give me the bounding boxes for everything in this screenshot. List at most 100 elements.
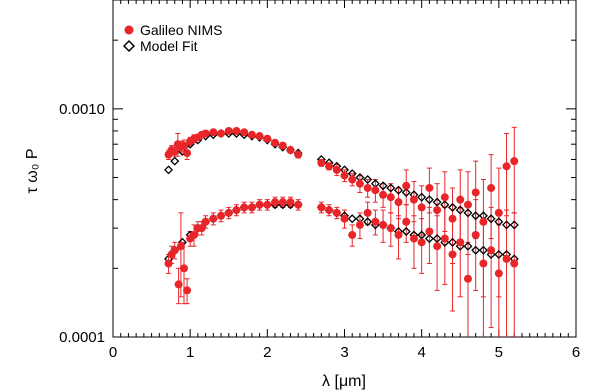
galileo-nims-point: [240, 128, 249, 137]
galileo-nims-point: [217, 211, 226, 220]
galileo-nims-point: [448, 214, 457, 223]
galileo-nims-point: [425, 183, 434, 192]
model-fit-point: [164, 165, 174, 175]
model-fit-point: [478, 245, 488, 255]
galileo-nims-point: [510, 157, 519, 166]
model-fit-point: [432, 234, 442, 244]
galileo-nims-point: [183, 286, 192, 295]
galileo-nims-point: [463, 274, 472, 283]
model-fit-point: [363, 217, 373, 227]
y-tick-label: 0.0001: [59, 329, 105, 346]
galileo-nims-point: [247, 203, 256, 212]
legend: Galileo NIMS Model Fit: [122, 22, 222, 54]
galileo-nims-point: [471, 188, 480, 197]
galileo-nims-point: [263, 134, 272, 143]
x-tick-label: 1: [186, 344, 194, 361]
galileo-nims-point: [494, 269, 503, 278]
galileo-nims-point: [348, 230, 357, 239]
galileo-nims-point: [286, 198, 295, 207]
galileo-nims-point: [433, 242, 442, 251]
model-fit-point: [170, 156, 180, 166]
galileo-nims-point: [224, 126, 233, 135]
y-axis-title: τ ω₀ P: [24, 148, 41, 193]
model-fit-point: [463, 241, 473, 251]
galileo-nims-point: [355, 179, 364, 188]
legend-label-galileo-nims: Galileo NIMS: [140, 22, 222, 38]
galileo-nims-point: [247, 130, 256, 139]
galileo-nims-point: [379, 220, 388, 229]
galileo-nims-point: [409, 195, 418, 204]
galileo-nims-point: [170, 147, 179, 156]
galileo-nims-point: [409, 234, 418, 243]
galileo-nims-point: [417, 238, 426, 247]
galileo-nims-point: [317, 158, 326, 167]
galileo-nims-point: [317, 203, 326, 212]
galileo-nims-point: [332, 208, 341, 217]
model-fit-point: [448, 237, 458, 247]
galileo-nims-point: [417, 203, 426, 212]
x-tick-label: 4: [417, 344, 425, 361]
galileo-nims-point: [479, 217, 488, 226]
galileo-nims-point: [425, 227, 434, 236]
galileo-nims-point: [371, 217, 380, 226]
model-fit-point: [393, 185, 404, 195]
galileo-nims-point: [255, 200, 264, 209]
galileo-nims-point: [240, 203, 249, 212]
galileo-nims-point: [363, 183, 372, 192]
galileo-nims-point: [224, 208, 233, 217]
galileo-nims-point: [456, 195, 465, 204]
model-fit-point: [417, 230, 427, 240]
x-axis-title: λ [μm]: [322, 373, 366, 390]
model-fit-point: [424, 195, 434, 205]
galileo-nims-point: [502, 254, 511, 263]
galileo-nims-point: [255, 132, 264, 141]
galileo-nims-point: [232, 126, 241, 135]
galileo-nims-points: [164, 126, 519, 295]
legend-marker-galileo-nims: [124, 25, 134, 35]
model-fit-point: [432, 197, 442, 207]
galileo-nims-point: [487, 246, 496, 255]
legend-marker-model-fit: [122, 39, 136, 53]
galileo-nims-point: [294, 200, 303, 209]
model-fit-point: [401, 187, 411, 197]
galileo-nims-point: [332, 165, 341, 174]
galileo-nims-point: [448, 250, 457, 259]
galileo-nims-point: [209, 214, 218, 223]
model-fit-point: [455, 205, 465, 215]
galileo-nims-point: [176, 242, 185, 251]
model-fit-point: [417, 192, 427, 202]
galileo-nims-point: [325, 162, 334, 171]
galileo-nims-point: [479, 259, 488, 268]
galileo-nims-point: [355, 220, 364, 229]
galileo-nims-point: [278, 198, 287, 207]
error-bars: [166, 126, 517, 337]
galileo-nims-point: [348, 175, 357, 184]
model-fit-point: [440, 200, 450, 210]
galileo-nims-point: [294, 150, 303, 159]
galileo-nims-point: [179, 141, 188, 150]
galileo-nims-point: [340, 214, 349, 223]
model-fit-point: [347, 214, 357, 224]
galileo-nims-point: [471, 230, 480, 239]
galileo-nims-point: [394, 198, 403, 207]
x-tick-label: 6: [572, 344, 580, 361]
galileo-nims-point: [271, 138, 280, 147]
x-tick-label: 5: [495, 344, 503, 361]
galileo-nims-point: [164, 259, 173, 268]
galileo-nims-point: [232, 206, 241, 215]
galileo-nims-point: [363, 208, 372, 217]
x-tick-label: 3: [340, 344, 348, 361]
galileo-nims-point: [502, 162, 511, 171]
minor-ticks: [113, 0, 576, 337]
model-fit-point: [509, 220, 519, 230]
galileo-nims-point: [179, 264, 188, 273]
x-tick-label: 0: [109, 344, 117, 361]
galileo-nims-point: [325, 206, 334, 215]
galileo-nims-point: [271, 198, 280, 207]
galileo-nims-point: [174, 280, 183, 289]
galileo-nims-point: [278, 141, 287, 150]
x-tick-label: 2: [263, 344, 271, 361]
model-fit-point: [494, 217, 504, 227]
model-fit-point: [378, 181, 388, 191]
